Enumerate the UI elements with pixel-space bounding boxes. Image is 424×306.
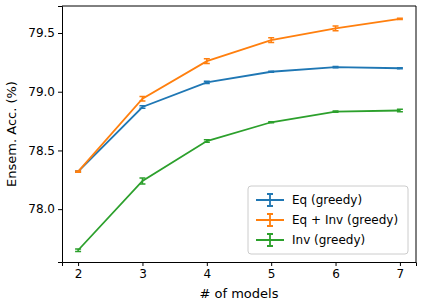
axis-line xyxy=(58,7,63,263)
tick-label: 4 xyxy=(203,267,211,281)
error-bar xyxy=(204,81,210,83)
tick-mark xyxy=(58,92,62,93)
error-bar xyxy=(139,106,145,108)
error-bar xyxy=(75,249,81,251)
tick: 5 xyxy=(268,262,276,281)
y-axis-title: Ensem. Acc. (%) xyxy=(4,81,19,187)
error-bar xyxy=(139,178,145,184)
legend-swatch xyxy=(256,234,284,246)
tick-label: 78.5 xyxy=(28,144,55,158)
error-bar xyxy=(204,140,210,142)
legend-label: Inv (greedy) xyxy=(292,233,365,247)
tick-label: 6 xyxy=(332,267,340,281)
tick-mark xyxy=(78,262,79,266)
tick: 3 xyxy=(139,262,147,281)
tick-mark xyxy=(336,262,337,266)
error-bar xyxy=(268,71,274,72)
tick: 7 xyxy=(397,262,405,281)
error-bar xyxy=(397,18,403,19)
error-bar xyxy=(333,66,339,67)
error-bar xyxy=(268,38,274,43)
error-bar xyxy=(397,109,403,111)
frame xyxy=(62,6,416,262)
error-bar xyxy=(204,59,210,64)
legend: Eq (greedy) Eq + Inv (greedy) Inv (greedy) xyxy=(248,186,408,254)
tick-mark xyxy=(400,262,401,266)
legend-label: Eq (greedy) xyxy=(292,193,362,207)
tick-label: 79.0 xyxy=(28,85,55,99)
marks xyxy=(75,18,403,251)
legend-label: Eq + Inv (greedy) xyxy=(292,213,398,227)
line xyxy=(78,67,400,172)
tick-mark xyxy=(58,209,62,210)
tick-label: 7 xyxy=(397,267,405,281)
tick-label: 78.0 xyxy=(28,202,55,216)
legend-swatch xyxy=(256,194,284,206)
y-axis: 78.0 78.5 79.0 79.5 xyxy=(28,7,62,263)
tick: 2 xyxy=(75,262,83,281)
tick: 79.0 xyxy=(28,85,62,99)
tick-label: 3 xyxy=(139,267,147,281)
tick-mark xyxy=(271,262,272,266)
error-bar xyxy=(75,171,81,172)
plot: 2 3 4 5 6 7 78.0 78.5 79.0 79.5 Eq (greedy) Eq + In… xyxy=(28,6,416,281)
error-bar xyxy=(333,111,339,112)
tick-mark xyxy=(58,33,62,34)
legend-swatch xyxy=(256,214,284,226)
chart: 2 3 4 5 6 7 78.0 78.5 79.0 79.5 Eq (greedy) Eq + In… xyxy=(0,0,424,306)
x-axis-title: # of models xyxy=(200,286,279,301)
series xyxy=(75,18,403,172)
tick: 78.5 xyxy=(28,144,62,158)
tick-label: 79.5 xyxy=(28,26,55,40)
legend-box xyxy=(248,186,408,254)
error-bar xyxy=(397,68,403,69)
tick: 79.5 xyxy=(28,26,62,40)
tick: 78.0 xyxy=(28,202,62,216)
error-bar xyxy=(75,171,81,172)
x-axis: 2 3 4 5 6 7 xyxy=(63,262,417,281)
error-bar xyxy=(139,96,145,101)
error-bar xyxy=(333,26,339,31)
line xyxy=(78,19,400,172)
axis-line xyxy=(63,263,417,267)
tick-label: 2 xyxy=(75,267,83,281)
tick-mark xyxy=(58,150,62,151)
tick-label: 5 xyxy=(268,267,276,281)
tick-mark xyxy=(207,262,208,266)
tick: 4 xyxy=(203,262,211,281)
tick-mark xyxy=(142,262,143,266)
tick: 6 xyxy=(332,262,340,281)
error-bar xyxy=(268,122,274,123)
